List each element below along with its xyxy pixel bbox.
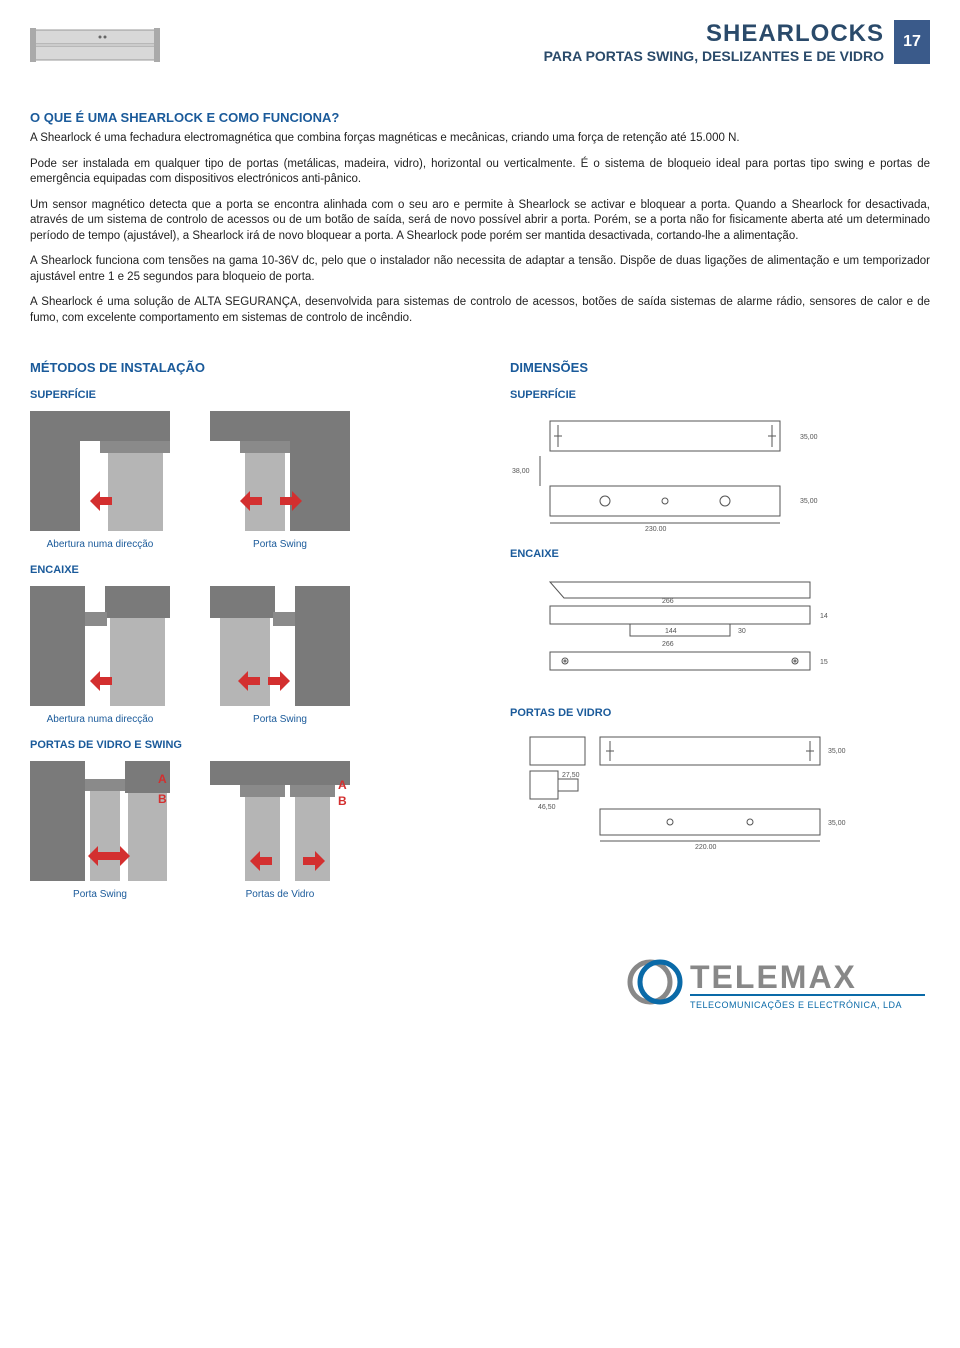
recessed-swing-icon <box>210 586 350 706</box>
paragraph-5: A Shearlock é uma solução de ALTA SEGURA… <box>30 295 930 326</box>
label-swing-1: Porta Swing <box>253 539 307 550</box>
install-heading: MÉTODOS DE INSTALAÇÃO <box>30 360 450 375</box>
recessed-heading-left: ENCAIXE <box>30 564 450 576</box>
diag-glass-doors: A B Portas de Vidro <box>210 761 350 900</box>
dimensions-heading: DIMENSÕES <box>510 360 930 375</box>
svg-text:A: A <box>158 772 167 786</box>
intro-heading: O QUE É UMA SHEARLOCK E COMO FUNCIONA? <box>30 110 930 125</box>
diag-recessed-swing: Porta Swing <box>210 586 350 725</box>
glass-doors-icon: A B <box>210 761 350 881</box>
recessed-heading-right: ENCAIXE <box>510 548 930 560</box>
glass-swing-heading: PORTAS DE VIDRO E SWING <box>30 739 450 751</box>
glass-swing-icon: A B <box>30 761 170 881</box>
glass-heading-right: PORTAS DE VIDRO <box>510 707 930 719</box>
telemax-logo: TELEMAX TELECOMUNICAÇÕES E ELECTRÓNICA, … <box>620 948 930 1018</box>
svg-text:TELECOMUNICAÇÕES E ELECTRÓNICA: TELECOMUNICAÇÕES E ELECTRÓNICA, LDA <box>690 1000 902 1010</box>
paragraph-4: A Shearlock funciona com tensões na gama… <box>30 254 930 285</box>
surface-oneway-icon <box>30 411 170 531</box>
svg-text:35,00: 35,00 <box>800 434 818 441</box>
svg-text:15: 15 <box>820 659 828 666</box>
svg-text:TELEMAX: TELEMAX <box>690 959 857 995</box>
dim-glass-drawing: 35,00 27,50 35,00 220,00 46,50 <box>510 729 850 849</box>
svg-text:B: B <box>338 794 347 808</box>
page-number-badge: 17 <box>894 20 930 64</box>
title-block: SHEARLOCKS PARA PORTAS SWING, DESLIZANTE… <box>180 20 884 64</box>
svg-text:A: A <box>338 778 347 792</box>
device-image <box>30 20 160 70</box>
svg-text:14: 14 <box>820 613 828 620</box>
paragraph-2: Pode ser instalada em qualquer tipo de p… <box>30 157 930 188</box>
svg-text:46,50: 46,50 <box>538 804 556 811</box>
diag-surface-oneway: Abertura numa direcção <box>30 411 170 550</box>
svg-text:35,00: 35,00 <box>828 820 846 827</box>
diag-glass-swing: A B Porta Swing <box>30 761 170 900</box>
svg-text:230,00: 230,00 <box>645 526 667 531</box>
svg-text:144: 144 <box>665 628 677 635</box>
page-subtitle: PARA PORTAS SWING, DESLIZANTES E DE VIDR… <box>180 48 884 64</box>
paragraph-3: Um sensor magnético detecta que a porta … <box>30 198 930 245</box>
page-title: SHEARLOCKS <box>180 20 884 48</box>
install-column: MÉTODOS DE INSTALAÇÃO SUPERFÍCIE Abertur… <box>30 346 450 908</box>
paragraph-1: A Shearlock é uma fechadura electromagné… <box>30 131 930 147</box>
surface-diag-row: Abertura numa direcção Porta Swing <box>30 411 450 550</box>
svg-text:27,50: 27,50 <box>562 772 580 779</box>
recessed-oneway-icon <box>30 586 170 706</box>
surface-swing-icon <box>210 411 350 531</box>
page-header: SHEARLOCKS PARA PORTAS SWING, DESLIZANTE… <box>30 20 930 70</box>
svg-text:35,00: 35,00 <box>800 498 818 505</box>
page-footer: TELEMAX TELECOMUNICAÇÕES E ELECTRÓNICA, … <box>30 948 930 1018</box>
svg-text:B: B <box>158 792 167 806</box>
diag-surface-swing: Porta Swing <box>210 411 350 550</box>
glass-diag-row: A B Porta Swing A B Portas de Vidro <box>30 761 450 900</box>
svg-text:220,00: 220,00 <box>695 844 717 849</box>
svg-text:30: 30 <box>738 628 746 635</box>
label-oneway: Abertura numa direcção <box>47 539 154 550</box>
dim-recessed-drawing: 266 266 144 30 14 15 <box>510 570 850 690</box>
svg-text:35,00: 35,00 <box>828 748 846 755</box>
svg-text:266: 266 <box>662 641 674 648</box>
svg-text:38,00: 38,00 <box>512 468 530 475</box>
svg-text:266: 266 <box>662 598 674 605</box>
main-columns: MÉTODOS DE INSTALAÇÃO SUPERFÍCIE Abertur… <box>30 346 930 908</box>
diag-recessed-oneway: Abertura numa direcção <box>30 586 170 725</box>
label-glass: Portas de Vidro <box>246 889 315 900</box>
dim-surface-drawing: 35,00 38,00 35,00 230,00 <box>510 411 850 531</box>
label-swing-2: Porta Swing <box>253 714 307 725</box>
dimensions-column: DIMENSÕES SUPERFÍCIE 35,00 38,00 35,00 2… <box>510 346 930 908</box>
label-swing-3: Porta Swing <box>73 889 127 900</box>
label-oneway-2: Abertura numa direcção <box>47 714 154 725</box>
surface-heading-right: SUPERFÍCIE <box>510 389 930 401</box>
recessed-diag-row: Abertura numa direcção Porta Swing <box>30 586 450 725</box>
surface-heading-left: SUPERFÍCIE <box>30 389 450 401</box>
